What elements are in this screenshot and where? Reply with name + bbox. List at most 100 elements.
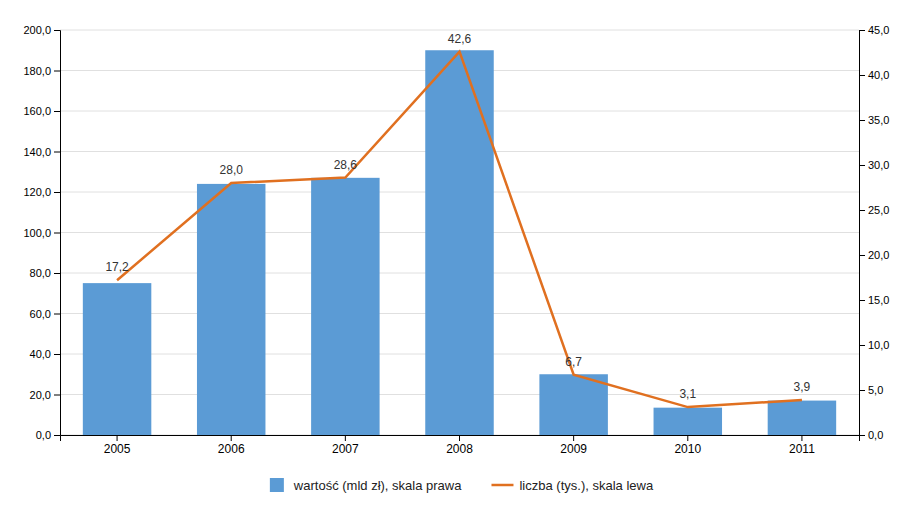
tick-mark: [859, 165, 865, 166]
tick-label: 25,0: [868, 204, 889, 216]
tick-label: 15,0: [868, 294, 889, 306]
tick-label: 120,0: [23, 186, 51, 198]
tick-label: 2010: [674, 442, 701, 456]
tick: 2010: [674, 435, 701, 456]
tick-label: 160,0: [23, 105, 51, 117]
bar: [311, 178, 379, 435]
tick: 20,0: [30, 389, 60, 401]
tick-mark: [54, 111, 60, 112]
tick-label: 5,0: [868, 384, 883, 396]
bar: [197, 184, 265, 435]
tick-label: 2008: [446, 442, 473, 456]
tick: 0,0: [859, 429, 883, 441]
legend-label: liczba (tys.), skala lewa: [519, 478, 653, 493]
tick-label: 20,0: [868, 249, 889, 261]
tick-mark: [54, 314, 60, 315]
data-label: 28,0: [220, 163, 244, 177]
legend-swatch: [270, 478, 284, 492]
tick-mark: [459, 435, 460, 441]
tick-label: 2006: [218, 442, 245, 456]
tick: 40,0: [859, 69, 889, 81]
tick: 25,0: [859, 204, 889, 216]
tick-mark: [859, 300, 865, 301]
tick: 120,0: [23, 186, 60, 198]
tick: 2006: [218, 435, 245, 456]
bar: [83, 283, 151, 435]
grid: [60, 30, 859, 435]
tick: 10,0: [859, 339, 889, 351]
data-label: 3,9: [794, 380, 811, 394]
tick-mark: [573, 435, 574, 441]
legend-item: wartość (mld zł), skala prawa: [270, 478, 462, 493]
tick: 45,0: [859, 24, 889, 36]
data-label: 3,1: [679, 387, 696, 401]
y-axis: 0,0 20,0 40,0 60,0 80,0 100,0 120,0 140,0 160,0 1…: [23, 24, 60, 441]
bar-series: [83, 50, 836, 435]
tick: 2011: [789, 435, 815, 456]
tick: 200,0: [23, 24, 60, 36]
tick-label: 10,0: [868, 339, 889, 351]
legend-swatch: [491, 484, 513, 487]
tick-mark: [54, 395, 60, 396]
plot: 17,228,028,642,66,73,13,9200520062007200…: [23, 24, 889, 456]
tick-mark: [859, 390, 865, 391]
tick: 40,0: [30, 348, 60, 360]
marks: [83, 50, 836, 435]
tick: 2009: [560, 435, 587, 456]
tick-label: 100,0: [23, 227, 51, 239]
tick: 2008: [446, 435, 473, 456]
x-axis: 2005 2006 2007 2008 2009 2010 2011: [61, 435, 860, 456]
tick-mark: [54, 192, 60, 193]
tick-label: 2007: [332, 442, 359, 456]
tick-label: 40,0: [868, 69, 889, 81]
tick-label: 200,0: [23, 24, 51, 36]
tick-label: 0,0: [36, 429, 51, 441]
tick-mark: [801, 435, 802, 441]
tick-label: 45,0: [868, 24, 889, 36]
tick-mark: [54, 152, 60, 153]
tick: 160,0: [23, 105, 60, 117]
tick-label: 0,0: [868, 429, 883, 441]
tick-mark: [859, 75, 865, 76]
tick-mark: [54, 71, 60, 72]
tick-mark: [54, 30, 60, 31]
tick: 180,0: [23, 65, 60, 77]
chart: 17,228,028,642,66,73,13,9200520062007200…: [0, 0, 919, 515]
tick: 35,0: [859, 114, 889, 126]
y2-axis: 0,0 5,0 10,0 15,0 20,0 25,0 30,0 35,0 40,0 45,0: [859, 24, 889, 441]
tick-label: 30,0: [868, 159, 889, 171]
tick-mark: [859, 435, 865, 436]
tick-mark: [54, 273, 60, 274]
tick-label: 2011: [789, 442, 815, 456]
tick-label: 140,0: [23, 146, 51, 158]
tick-label: 35,0: [868, 114, 889, 126]
bar: [654, 408, 722, 435]
line: [117, 52, 802, 408]
tick-label: 2005: [104, 442, 131, 456]
tick: 15,0: [859, 294, 889, 306]
tick: 2007: [332, 435, 359, 456]
tick-label: 2009: [560, 442, 587, 456]
tick-mark: [859, 210, 865, 211]
bar: [425, 50, 493, 435]
tick-mark: [54, 233, 60, 234]
tick: 30,0: [859, 159, 889, 171]
legend-label: wartość (mld zł), skala prawa: [293, 478, 462, 493]
tick-mark: [859, 120, 865, 121]
tick-label: 40,0: [30, 348, 51, 360]
tick-mark: [54, 354, 60, 355]
tick: 20,0: [859, 249, 889, 261]
tick-mark: [117, 435, 118, 441]
axis-line: [61, 436, 860, 442]
tick-mark: [231, 435, 232, 441]
data-label: 42,6: [448, 32, 472, 46]
tick-label: 180,0: [23, 65, 51, 77]
tick: 5,0: [859, 384, 883, 396]
bar: [768, 401, 836, 435]
data-label: 6,7: [565, 355, 582, 369]
tick: 80,0: [30, 267, 60, 279]
tick: 0,0: [36, 429, 60, 441]
tick: 140,0: [23, 146, 60, 158]
legend-item: liczba (tys.), skala lewa: [491, 478, 653, 493]
tick: 60,0: [30, 308, 60, 320]
